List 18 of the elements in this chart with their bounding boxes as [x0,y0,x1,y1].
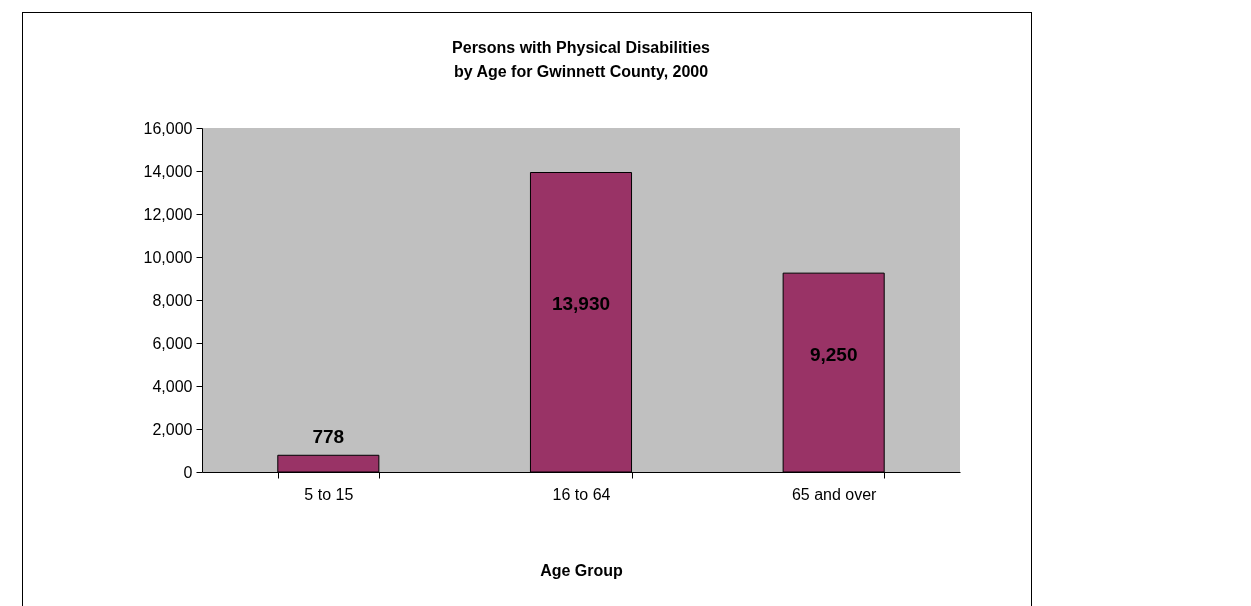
y-tick-label: 0 [183,463,193,481]
x-axis-title: Age Group [540,561,624,579]
text: Persons with Physical Disabilities [452,39,710,56]
y-tick-label: 4,000 [152,377,193,395]
y-tick-label: 8,000 [152,291,193,309]
y-tick-label: 12,000 [143,205,193,223]
data-label: 13,930 [551,293,611,315]
y-tick-label: 14,000 [143,162,193,180]
data-label: 9,250 [809,343,858,365]
y-tick-label: 6,000 [152,334,193,352]
x-tick-label: 5 to 15 [304,485,354,503]
y-tick-label: 10,000 [143,248,193,266]
data-label: 778 [312,426,345,448]
x-tick-label: 65 and over [791,485,878,503]
y-tick-label: 16,000 [143,119,193,137]
x-tick-label: 16 to 64 [552,485,611,503]
text: by Age for Gwinnett County, 2000 [453,63,709,80]
y-tick-label: 2,000 [152,420,193,438]
